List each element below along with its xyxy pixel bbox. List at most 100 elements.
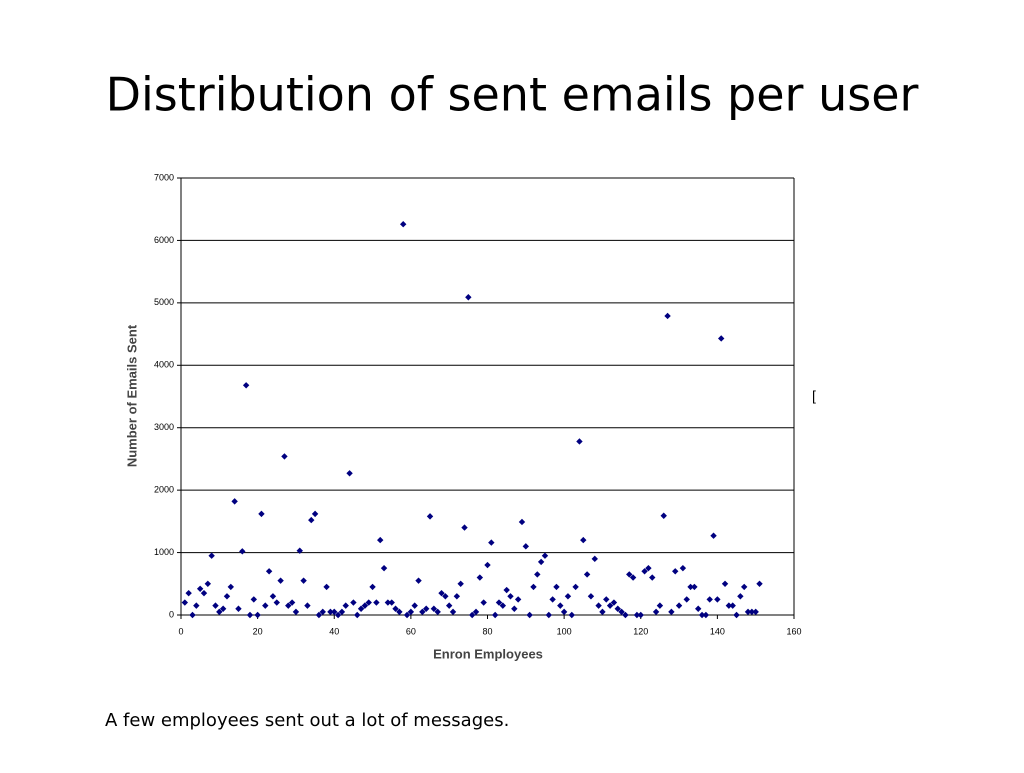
y-tick-label: 3000 [154, 422, 174, 432]
data-point [346, 470, 353, 477]
data-point [618, 608, 625, 616]
data-point [189, 611, 196, 619]
data-point [683, 596, 690, 603]
data-point [698, 611, 706, 619]
data-point [388, 599, 395, 606]
data-point [327, 608, 334, 616]
data-point [219, 605, 227, 612]
data-point [426, 513, 434, 520]
data-point [396, 608, 403, 616]
data-point [530, 583, 537, 591]
data-point [752, 608, 759, 616]
x-tick-label: 40 [329, 626, 339, 636]
data-point [254, 611, 261, 619]
data-point [687, 583, 694, 591]
data-point [740, 583, 748, 591]
data-point [591, 555, 598, 563]
data-point [495, 599, 503, 606]
data-point [652, 608, 660, 616]
data-point [499, 602, 507, 609]
data-point [354, 611, 361, 619]
data-point [733, 611, 740, 619]
y-tick-label: 4000 [154, 360, 174, 370]
data-point [223, 593, 231, 600]
data-point [357, 605, 365, 612]
data-point [250, 596, 257, 603]
data-point [672, 568, 679, 575]
data-point [453, 593, 461, 600]
x-tick-label: 140 [710, 626, 725, 636]
x-tick-label: 60 [406, 626, 416, 636]
data-point [361, 602, 369, 609]
data-point [365, 599, 372, 606]
data-point [633, 611, 641, 619]
data-point [675, 602, 683, 609]
data-point [369, 583, 376, 591]
data-point [725, 602, 733, 609]
data-point [503, 586, 510, 594]
data-point [246, 611, 254, 619]
data-point [629, 574, 637, 581]
data-point [468, 611, 476, 619]
data-point [377, 536, 384, 544]
data-point [311, 510, 319, 518]
data-point [457, 580, 464, 587]
data-point [587, 593, 595, 600]
data-point [679, 564, 687, 572]
data-point [491, 611, 499, 619]
data-point [564, 593, 572, 600]
data-point [300, 577, 307, 584]
data-point [227, 583, 235, 591]
data-point [534, 571, 541, 578]
data-point [288, 599, 296, 606]
data-point [319, 608, 326, 616]
data-point [610, 599, 618, 606]
data-point [668, 608, 675, 616]
data-point [449, 608, 457, 616]
data-point [239, 548, 246, 555]
data-point [342, 602, 349, 609]
data-point [545, 611, 552, 619]
x-tick-label: 0 [178, 626, 183, 636]
caption: A few employees sent out a lot of messag… [105, 710, 509, 731]
data-point [514, 596, 522, 603]
data-point [606, 602, 614, 609]
data-point [480, 599, 487, 606]
data-point [380, 564, 388, 572]
x-tick-label: 80 [482, 626, 492, 636]
data-point [518, 518, 526, 526]
data-point [748, 608, 756, 616]
data-point [296, 547, 303, 554]
x-tick-label: 120 [633, 626, 648, 636]
data-point [265, 568, 273, 575]
data-point [526, 611, 533, 619]
data-point [185, 589, 192, 597]
data-point [572, 583, 579, 591]
data-point [507, 593, 514, 600]
data-point [626, 571, 633, 578]
y-axis-label: Number of Emails Sent [124, 324, 139, 467]
data-point [622, 611, 629, 619]
data-point [331, 608, 338, 616]
data-point [423, 605, 430, 612]
data-point [649, 574, 656, 581]
data-point [637, 611, 644, 619]
data-point [273, 599, 280, 606]
data-point [442, 593, 449, 600]
data-point [262, 602, 269, 609]
data-point [603, 596, 610, 603]
slide-title: Distribution of sent emails per user [106, 68, 919, 122]
data-point [706, 596, 713, 603]
data-point [737, 593, 744, 600]
data-point [438, 589, 445, 597]
data-point [216, 608, 223, 616]
x-tick-label: 100 [557, 626, 572, 636]
data-point [484, 561, 491, 569]
data-point [729, 602, 736, 609]
data-point [744, 608, 752, 616]
data-point [660, 512, 667, 519]
data-point [407, 608, 415, 616]
data-point [242, 382, 250, 389]
data-point [714, 596, 721, 603]
